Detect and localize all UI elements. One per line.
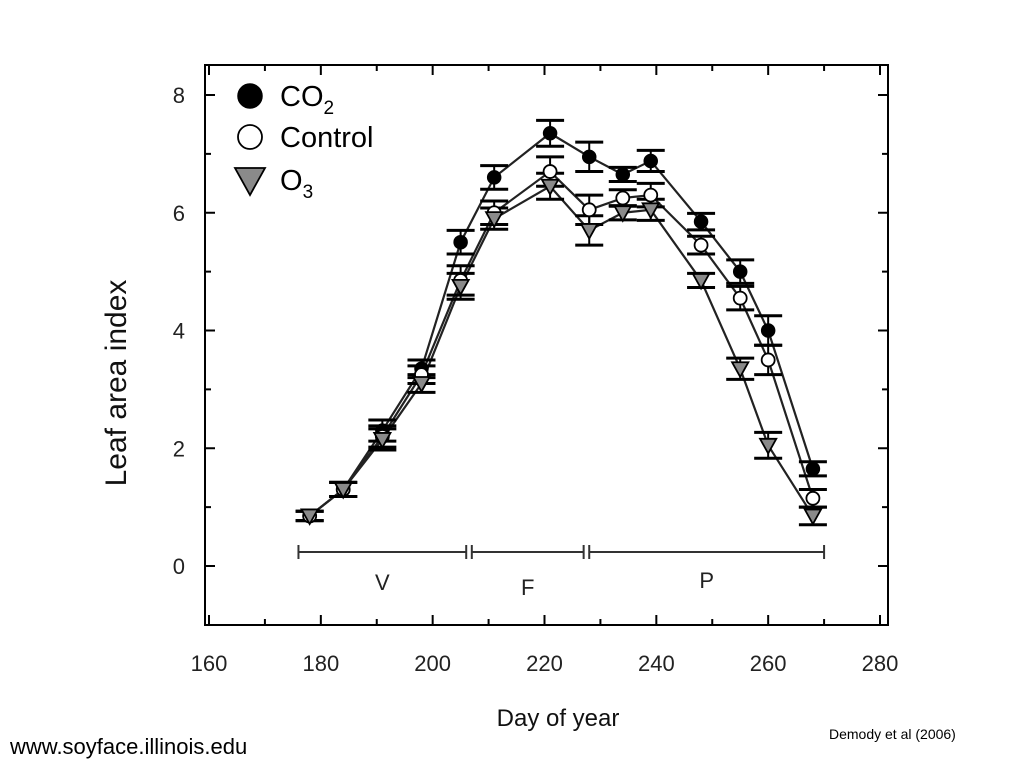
stage-label: V xyxy=(375,570,390,595)
data-point xyxy=(732,290,748,306)
data-point xyxy=(613,205,633,223)
x-tick-label: 160 xyxy=(191,651,228,676)
series-lines xyxy=(308,131,814,517)
data-point xyxy=(486,170,502,185)
data-point xyxy=(693,214,709,229)
x-tick-label: 280 xyxy=(862,651,899,676)
y-tick-label: 4 xyxy=(173,319,185,344)
stage-label: F xyxy=(521,575,534,600)
legend-label: O3 xyxy=(280,165,313,203)
data-markers xyxy=(299,126,823,526)
x-tick-label: 200 xyxy=(414,651,451,676)
legend-marker xyxy=(237,124,263,150)
legend-marker xyxy=(233,167,267,197)
data-point xyxy=(411,376,432,394)
data-point xyxy=(803,508,823,526)
legend-label: Control xyxy=(280,122,374,154)
y-tick-label: 8 xyxy=(173,83,185,108)
x-tick-label: 180 xyxy=(302,651,339,676)
data-point xyxy=(299,508,320,526)
data-point xyxy=(643,153,658,169)
data-point xyxy=(581,149,597,165)
data-point xyxy=(540,178,560,197)
data-point xyxy=(450,278,471,297)
data-point xyxy=(760,323,776,338)
series-line xyxy=(308,184,814,517)
data-point xyxy=(691,273,711,291)
y-axis-title: Leaf area index xyxy=(100,280,133,487)
citation: Demody et al (2006) xyxy=(829,726,956,742)
legend-marker xyxy=(237,83,263,109)
tick-labels: 0 2 4 6 8 160 180 200 220 240 260 280 xyxy=(173,83,899,676)
data-point xyxy=(732,264,748,279)
data-point xyxy=(579,223,599,241)
data-point xyxy=(542,126,558,141)
data-point xyxy=(730,361,750,379)
x-axis-title: Day of year xyxy=(497,705,620,732)
data-point xyxy=(542,164,558,179)
data-point xyxy=(453,234,468,250)
x-tick-label: 240 xyxy=(638,651,675,676)
y-tick-label: 6 xyxy=(173,201,185,226)
stage-label: P xyxy=(699,568,714,593)
x-tick-label: 220 xyxy=(526,651,563,676)
legend-label: CO2 xyxy=(280,81,334,119)
data-point xyxy=(641,202,661,220)
data-point xyxy=(760,352,776,368)
website-url: www.soyface.illinois.edu xyxy=(10,734,248,759)
data-point xyxy=(693,237,709,253)
data-point xyxy=(805,461,821,477)
series-line xyxy=(308,131,814,517)
plot-frame xyxy=(204,64,889,626)
data-point xyxy=(333,482,353,500)
series-line xyxy=(308,170,814,517)
data-point xyxy=(805,490,821,506)
data-point xyxy=(615,167,631,182)
plot-axes xyxy=(204,64,889,626)
x-tick-label: 260 xyxy=(750,651,787,676)
data-point xyxy=(615,190,631,206)
data-point xyxy=(484,211,504,229)
data-point xyxy=(581,202,597,218)
data-point xyxy=(758,437,778,456)
y-tick-label: 0 xyxy=(173,554,185,579)
tick-marks xyxy=(205,65,888,625)
y-tick-label: 2 xyxy=(173,436,185,461)
data-point xyxy=(372,432,392,450)
data-point xyxy=(643,187,659,203)
